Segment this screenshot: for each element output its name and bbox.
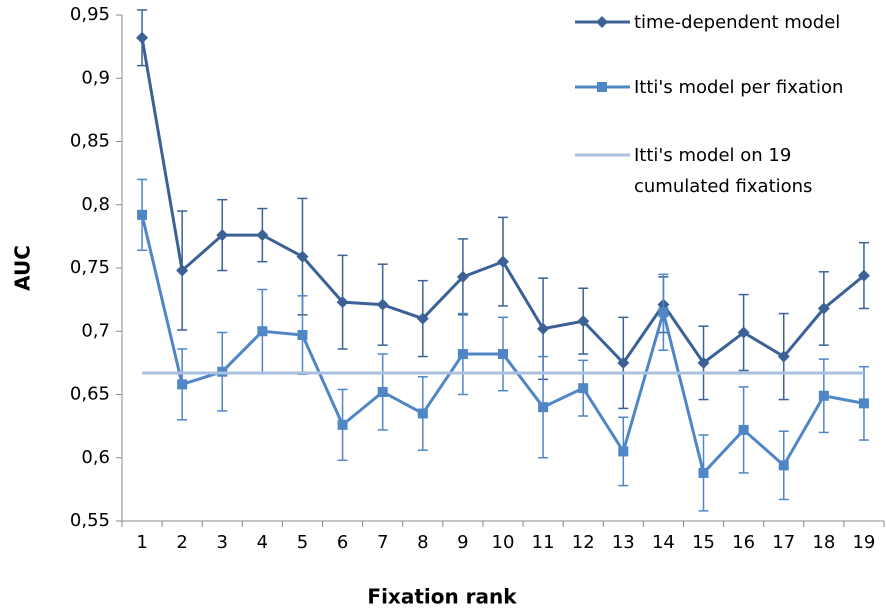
- point: [176, 264, 189, 277]
- point: [497, 255, 509, 268]
- x-tick-label: 11: [532, 532, 555, 553]
- y-tick-label: 0,55: [70, 510, 110, 531]
- point: [578, 383, 589, 394]
- point: [297, 330, 308, 341]
- point: [817, 302, 830, 315]
- legend-label: Itti's model per fixation: [634, 77, 844, 98]
- x-tick-label: 7: [377, 532, 388, 553]
- x-axis-title: Fixation rank: [367, 585, 517, 609]
- point: [777, 350, 790, 363]
- x-tick-label: 4: [257, 532, 268, 553]
- y-tick-label: 0,7: [81, 320, 110, 341]
- x-tick-label: 19: [852, 532, 875, 553]
- legend-label: Itti's model on 19 cumulated fixations: [634, 145, 813, 197]
- y-axis-title: AUC: [11, 245, 35, 291]
- x-tick-label: 14: [652, 532, 675, 553]
- point: [818, 390, 829, 401]
- x-tick-label: 13: [612, 532, 635, 553]
- point: [698, 467, 709, 478]
- x-tick-label: 16: [732, 532, 755, 553]
- y-tick-label: 0,65: [70, 384, 110, 405]
- point: [377, 386, 388, 397]
- point: [376, 298, 389, 311]
- x-tick-label: 6: [337, 532, 348, 553]
- point: [857, 269, 870, 282]
- point: [617, 356, 630, 369]
- x-tick-label: 5: [297, 532, 308, 553]
- point: [498, 349, 508, 360]
- x-tick-label: 8: [417, 532, 428, 553]
- x-tick-label: 3: [217, 532, 228, 553]
- point: [738, 424, 749, 435]
- y-tick-label: 0,6: [81, 447, 110, 468]
- point: [538, 402, 549, 413]
- point: [697, 356, 710, 369]
- point: [256, 229, 269, 242]
- point: [417, 408, 428, 419]
- y-tick-label: 0,75: [70, 257, 110, 278]
- point: [577, 315, 590, 328]
- y-tick-label: 0,8: [81, 194, 110, 215]
- x-tick-label: 1: [136, 532, 147, 553]
- x-tick-label: 15: [692, 532, 715, 553]
- x-tick-label: 2: [176, 532, 187, 553]
- point: [456, 270, 469, 283]
- point: [257, 326, 268, 337]
- point: [737, 326, 750, 339]
- point: [177, 379, 188, 390]
- point: [137, 209, 148, 220]
- x-tick-label: 17: [772, 532, 795, 553]
- point: [336, 296, 349, 309]
- x-tick-label: 12: [572, 532, 595, 553]
- y-tick-label: 0,9: [81, 67, 110, 88]
- point: [216, 229, 229, 242]
- legend-marker: [597, 82, 607, 92]
- point: [136, 31, 149, 44]
- x-tick-label: 9: [457, 532, 468, 553]
- x-tick-label: 10: [492, 532, 515, 553]
- y-tick-label: 0,95: [70, 4, 110, 25]
- point: [416, 312, 429, 325]
- x-tick-label: 18: [812, 532, 835, 553]
- point: [296, 250, 309, 263]
- point: [457, 349, 468, 360]
- legend-label: time-dependent model: [634, 12, 841, 33]
- y-tick-label: 0,85: [70, 131, 110, 152]
- point: [537, 322, 550, 335]
- point: [778, 460, 789, 471]
- point: [858, 398, 869, 409]
- legend-marker: [596, 16, 608, 28]
- point: [337, 419, 348, 430]
- point: [618, 446, 629, 457]
- point: [658, 307, 669, 318]
